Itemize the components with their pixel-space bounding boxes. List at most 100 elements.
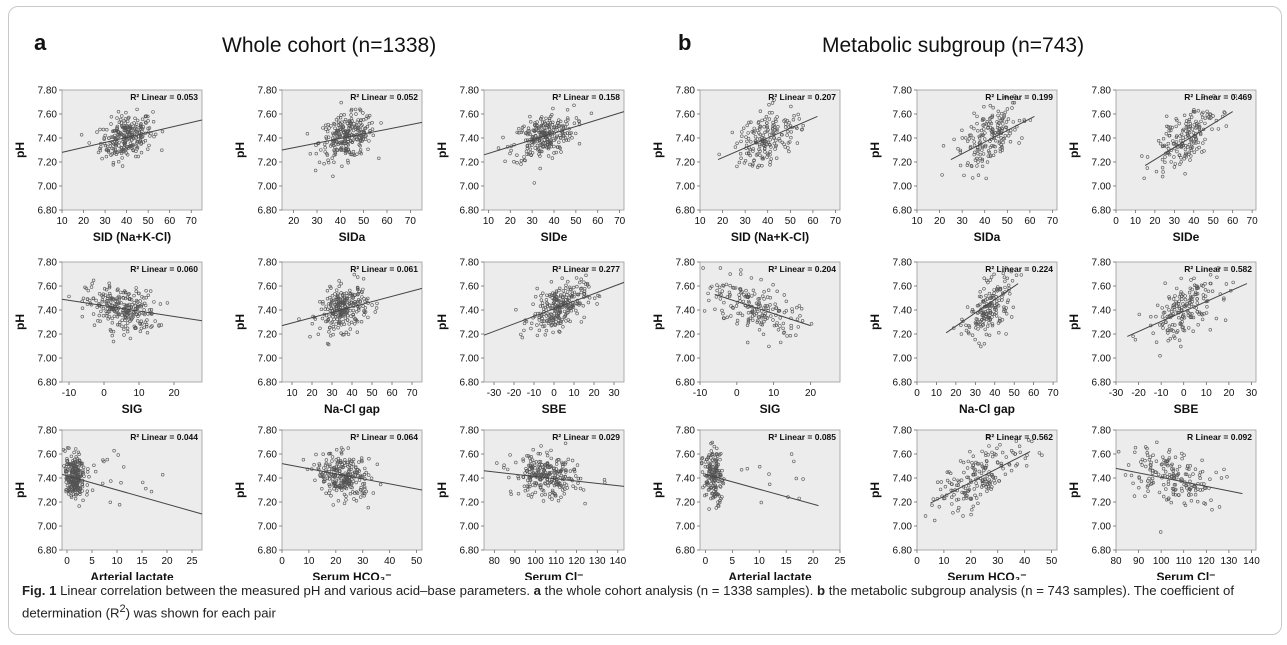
data-point xyxy=(85,493,89,497)
data-point xyxy=(1160,157,1165,162)
data-point xyxy=(108,500,113,504)
data-point xyxy=(366,296,370,301)
data-point xyxy=(711,468,716,473)
y-tick-label: 7.60 xyxy=(38,282,58,293)
data-point xyxy=(1177,316,1181,320)
data-point xyxy=(577,303,581,307)
data-point xyxy=(148,311,152,316)
data-point xyxy=(763,317,767,321)
data-point xyxy=(1205,305,1209,309)
data-point xyxy=(981,133,985,138)
data-point xyxy=(1182,113,1187,118)
data-point xyxy=(1194,141,1198,145)
data-point xyxy=(952,493,956,497)
data-point xyxy=(1005,107,1010,111)
data-point xyxy=(945,478,950,483)
data-point xyxy=(1002,275,1007,279)
data-point xyxy=(362,494,366,498)
data-point xyxy=(760,118,764,123)
data-point xyxy=(73,488,78,492)
data-point xyxy=(559,468,563,473)
data-point xyxy=(523,131,528,136)
data-point xyxy=(73,447,78,451)
data-point xyxy=(1187,117,1192,122)
r-squared-label: R² Linear = 0.199 xyxy=(985,92,1053,102)
data-point xyxy=(714,485,718,489)
data-point xyxy=(152,134,156,139)
data-point xyxy=(326,465,330,469)
data-point xyxy=(746,137,751,141)
data-point xyxy=(568,469,573,473)
data-point xyxy=(991,144,996,148)
data-point xyxy=(81,296,86,300)
data-point xyxy=(713,455,717,460)
data-point xyxy=(100,481,105,486)
data-point xyxy=(76,470,80,475)
data-point xyxy=(117,120,122,125)
data-point xyxy=(1180,320,1184,324)
data-point xyxy=(369,476,374,480)
y-tick-label: 6.80 xyxy=(38,206,58,217)
data-point xyxy=(107,281,111,285)
data-point xyxy=(366,315,370,320)
data-point xyxy=(765,121,769,125)
data-point xyxy=(542,120,547,124)
data-point xyxy=(340,164,344,169)
data-point xyxy=(565,131,569,135)
x-tick-label: 60 xyxy=(592,216,604,227)
data-point xyxy=(721,283,725,287)
y-tick-label: 6.80 xyxy=(258,206,278,217)
y-tick-label: 7.20 xyxy=(893,158,913,169)
data-point xyxy=(1189,278,1193,282)
data-point xyxy=(801,123,805,128)
data-point xyxy=(783,145,787,149)
data-point xyxy=(992,288,996,292)
data-point xyxy=(357,460,361,464)
data-point xyxy=(98,127,102,132)
scatter-plot-a-4: 6.807.007.207.407.607.80-10 0 10 20SIGpHR² … xyxy=(13,258,203,416)
data-point xyxy=(1182,328,1187,333)
data-point xyxy=(1162,310,1167,314)
data-point xyxy=(575,311,579,316)
x-tick-label: 50 xyxy=(411,556,423,567)
data-point xyxy=(539,124,543,129)
data-point xyxy=(1222,110,1226,114)
data-point xyxy=(1205,113,1210,117)
data-point xyxy=(1191,329,1195,333)
data-point xyxy=(80,484,85,489)
y-tick-label: 7.80 xyxy=(38,258,58,269)
data-point xyxy=(120,324,124,328)
data-point xyxy=(102,136,106,140)
data-point xyxy=(972,143,977,148)
data-point xyxy=(528,147,533,152)
data-point xyxy=(1185,131,1190,136)
data-point xyxy=(118,290,123,295)
data-point xyxy=(109,479,113,483)
data-point xyxy=(972,126,976,131)
data-point xyxy=(1012,94,1017,98)
data-point xyxy=(563,125,568,129)
data-point xyxy=(332,327,336,331)
y-tick-label: 7.20 xyxy=(893,498,913,509)
data-point xyxy=(1196,323,1200,327)
data-point xyxy=(708,467,712,471)
data-point xyxy=(343,148,347,153)
data-point xyxy=(1201,141,1205,145)
data-point xyxy=(90,488,95,492)
data-point xyxy=(328,284,332,289)
data-point xyxy=(297,317,301,321)
data-point xyxy=(134,149,138,154)
data-point xyxy=(965,139,970,144)
data-point xyxy=(558,330,562,334)
data-point xyxy=(347,119,352,124)
data-point xyxy=(375,462,379,466)
data-point xyxy=(1184,122,1188,126)
fit-line xyxy=(483,111,625,156)
x-tick-label: -30 xyxy=(1109,388,1124,399)
data-point xyxy=(323,479,327,483)
data-point xyxy=(528,114,532,119)
data-point xyxy=(549,324,553,328)
data-point xyxy=(528,459,533,464)
data-point xyxy=(528,478,533,482)
data-point xyxy=(548,464,553,468)
